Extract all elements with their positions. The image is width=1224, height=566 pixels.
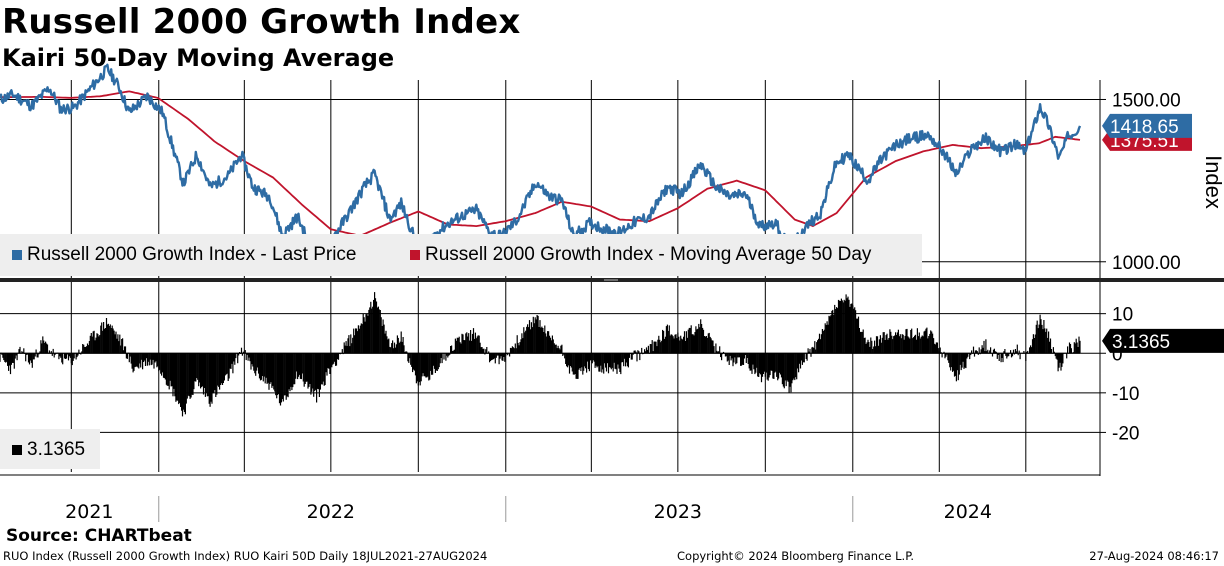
price-line xyxy=(0,63,1082,266)
kairi-last-tag xyxy=(1102,328,1224,353)
lower-tick-label: 10 xyxy=(1112,305,1133,326)
ma-line xyxy=(0,90,1081,237)
legend-price: Russell 2000 Growth Index - Last Price xyxy=(12,244,357,266)
price-last-tag xyxy=(1102,113,1192,138)
year-label: 2023 xyxy=(654,501,702,523)
legend-price-swatch xyxy=(12,250,22,260)
upper-legend xyxy=(0,234,922,276)
footer-copyright: Copyright© 2024 Bloomberg Finance L.P. xyxy=(677,549,914,563)
footer-left: RUO Index (Russell 2000 Growth Index) RU… xyxy=(3,549,488,563)
upper-tick-label: 1500.00 xyxy=(1112,90,1181,111)
kairi-bars xyxy=(0,292,1081,417)
source-note: Source: CHARTbeat xyxy=(6,526,192,546)
legend-ma: Russell 2000 Growth Index - Moving Avera… xyxy=(410,244,871,266)
legend-price-label: Russell 2000 Growth Index - Last Price xyxy=(27,244,357,265)
year-label: 2021 xyxy=(65,501,113,523)
price-last-value: 1418.65 xyxy=(1110,117,1179,138)
chart-title: Russell 2000 Growth Index xyxy=(2,2,521,42)
legend-ma-label: Russell 2000 Growth Index - Moving Avera… xyxy=(425,244,872,265)
year-label: 2022 xyxy=(307,501,355,523)
lower-tick-label: -20 xyxy=(1112,423,1139,444)
footer-timestamp: 27-Aug-2024 08:46:17 xyxy=(1089,549,1219,563)
lower-tick-label: -10 xyxy=(1112,384,1139,405)
upper-tick-label: 1000.00 xyxy=(1112,253,1181,274)
year-label: 2024 xyxy=(944,501,992,523)
kairi-last-value: 3.1365 xyxy=(1112,332,1170,353)
lower-tick-label: 0 xyxy=(1112,344,1123,365)
chart-subtitle: Kairi 50-Day Moving Average xyxy=(2,44,395,72)
legend-kairi-label: 3.1365 xyxy=(27,439,86,460)
legend-kairi-swatch xyxy=(12,445,22,455)
legend-kairi: 3.1365 xyxy=(12,439,85,461)
legend-ma-swatch xyxy=(410,250,420,260)
upper-y-axis-label: Index xyxy=(1201,155,1224,209)
